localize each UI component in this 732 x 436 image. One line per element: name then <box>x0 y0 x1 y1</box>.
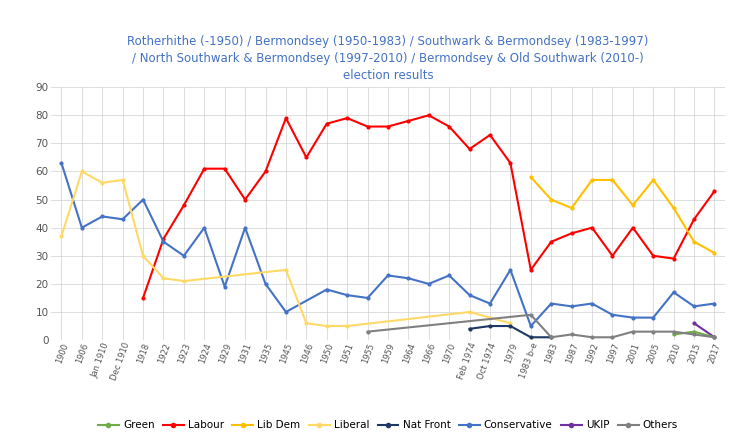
Title: Rotherhithe (-1950) / Bermondsey (1950-1983) / Southwark & Bermondsey (1983-1997: Rotherhithe (-1950) / Bermondsey (1950-1… <box>127 35 649 82</box>
Legend: Green, Labour, Lib Dem, Liberal, Nat Front, Conservative, UKIP, Others: Green, Labour, Lib Dem, Liberal, Nat Fro… <box>94 416 682 434</box>
